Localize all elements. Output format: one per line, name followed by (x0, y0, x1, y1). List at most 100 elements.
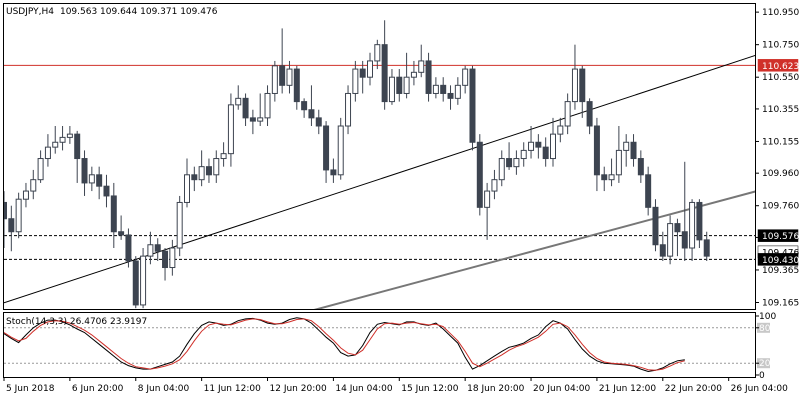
candle[interactable] (242, 93, 249, 126)
candle[interactable] (30, 169, 37, 200)
candle[interactable] (454, 77, 461, 105)
candle[interactable] (125, 228, 132, 268)
candle[interactable] (249, 109, 256, 135)
candle[interactable] (440, 77, 447, 102)
candle[interactable] (191, 166, 198, 192)
candle[interactable] (74, 130, 81, 183)
candle[interactable] (491, 169, 498, 200)
candle[interactable] (315, 109, 322, 135)
candle[interactable] (323, 121, 330, 183)
candle[interactable] (681, 161, 688, 262)
candle[interactable] (623, 134, 630, 167)
candle[interactable] (374, 39, 381, 70)
candle[interactable] (381, 20, 388, 110)
candle[interactable] (44, 134, 51, 167)
candle[interactable] (213, 150, 220, 183)
candle[interactable] (169, 239, 176, 276)
candle[interactable] (571, 44, 578, 110)
candle[interactable] (8, 205, 15, 252)
candle[interactable] (367, 52, 373, 86)
candle[interactable] (513, 150, 520, 175)
candle[interactable] (279, 28, 286, 94)
candle[interactable] (637, 150, 644, 183)
candle[interactable] (410, 60, 417, 86)
candle[interactable] (184, 158, 190, 208)
candle[interactable] (103, 174, 110, 208)
candle[interactable] (271, 60, 278, 102)
stoch-line-k[interactable] (4, 317, 685, 373)
candle[interactable] (659, 231, 666, 262)
candle[interactable] (586, 98, 593, 135)
candle[interactable] (227, 93, 234, 167)
candle[interactable] (476, 134, 483, 216)
candle[interactable] (528, 126, 535, 159)
candle[interactable] (696, 199, 703, 248)
candle[interactable] (432, 77, 439, 99)
candle[interactable] (154, 238, 161, 262)
candle[interactable] (352, 60, 359, 102)
candle[interactable] (66, 126, 73, 144)
candle[interactable] (462, 65, 469, 94)
candle[interactable] (22, 182, 29, 208)
candle[interactable] (264, 85, 271, 126)
candle[interactable] (205, 158, 212, 183)
candle[interactable] (59, 126, 66, 151)
candle[interactable] (118, 215, 125, 240)
candle[interactable] (235, 85, 242, 110)
candle[interactable] (359, 60, 366, 94)
candle[interactable] (535, 134, 542, 159)
candle[interactable] (593, 117, 600, 192)
candle[interactable] (88, 166, 95, 192)
candle[interactable] (301, 98, 308, 118)
candle[interactable] (608, 158, 615, 187)
candle[interactable] (220, 142, 227, 167)
candle[interactable] (96, 166, 103, 200)
candle[interactable] (506, 142, 513, 170)
candle[interactable] (286, 60, 293, 94)
candle[interactable] (345, 85, 352, 135)
candle[interactable] (542, 137, 549, 167)
candle[interactable] (601, 166, 608, 192)
candle[interactable] (630, 134, 637, 167)
candle[interactable] (176, 195, 183, 257)
candle[interactable] (484, 182, 491, 240)
candle[interactable] (645, 166, 652, 216)
candle[interactable] (330, 158, 337, 183)
candle[interactable] (2, 191, 7, 248)
candle[interactable] (615, 126, 622, 183)
candle[interactable] (110, 182, 117, 248)
candle[interactable] (418, 44, 425, 78)
candle[interactable] (140, 248, 147, 309)
candle[interactable] (689, 199, 696, 262)
candle[interactable] (579, 65, 586, 118)
candle[interactable] (257, 93, 264, 126)
candle[interactable] (198, 150, 205, 187)
candle[interactable] (652, 199, 659, 252)
candle[interactable] (550, 117, 556, 167)
candle[interactable] (425, 52, 432, 102)
candle[interactable] (132, 256, 139, 309)
candle[interactable] (162, 248, 169, 281)
candle[interactable] (52, 126, 59, 154)
candle[interactable] (337, 117, 344, 180)
candle[interactable] (37, 150, 44, 183)
candle[interactable] (469, 65, 476, 151)
candle[interactable] (557, 117, 564, 143)
candle[interactable] (703, 231, 710, 262)
stoch-line-d[interactable] (4, 318, 685, 371)
candle[interactable] (81, 150, 88, 196)
candle[interactable] (388, 69, 395, 105)
candle[interactable] (308, 85, 315, 126)
candle[interactable] (564, 93, 571, 135)
candle[interactable] (667, 215, 674, 265)
candle[interactable] (403, 52, 410, 99)
candle[interactable] (15, 192, 22, 239)
candle[interactable] (674, 218, 681, 257)
candle[interactable] (293, 65, 300, 110)
candle[interactable] (396, 69, 403, 102)
trendline-lower[interactable] (172, 146, 800, 349)
candle[interactable] (147, 231, 154, 265)
candle[interactable] (447, 85, 454, 110)
candle[interactable] (520, 142, 527, 167)
